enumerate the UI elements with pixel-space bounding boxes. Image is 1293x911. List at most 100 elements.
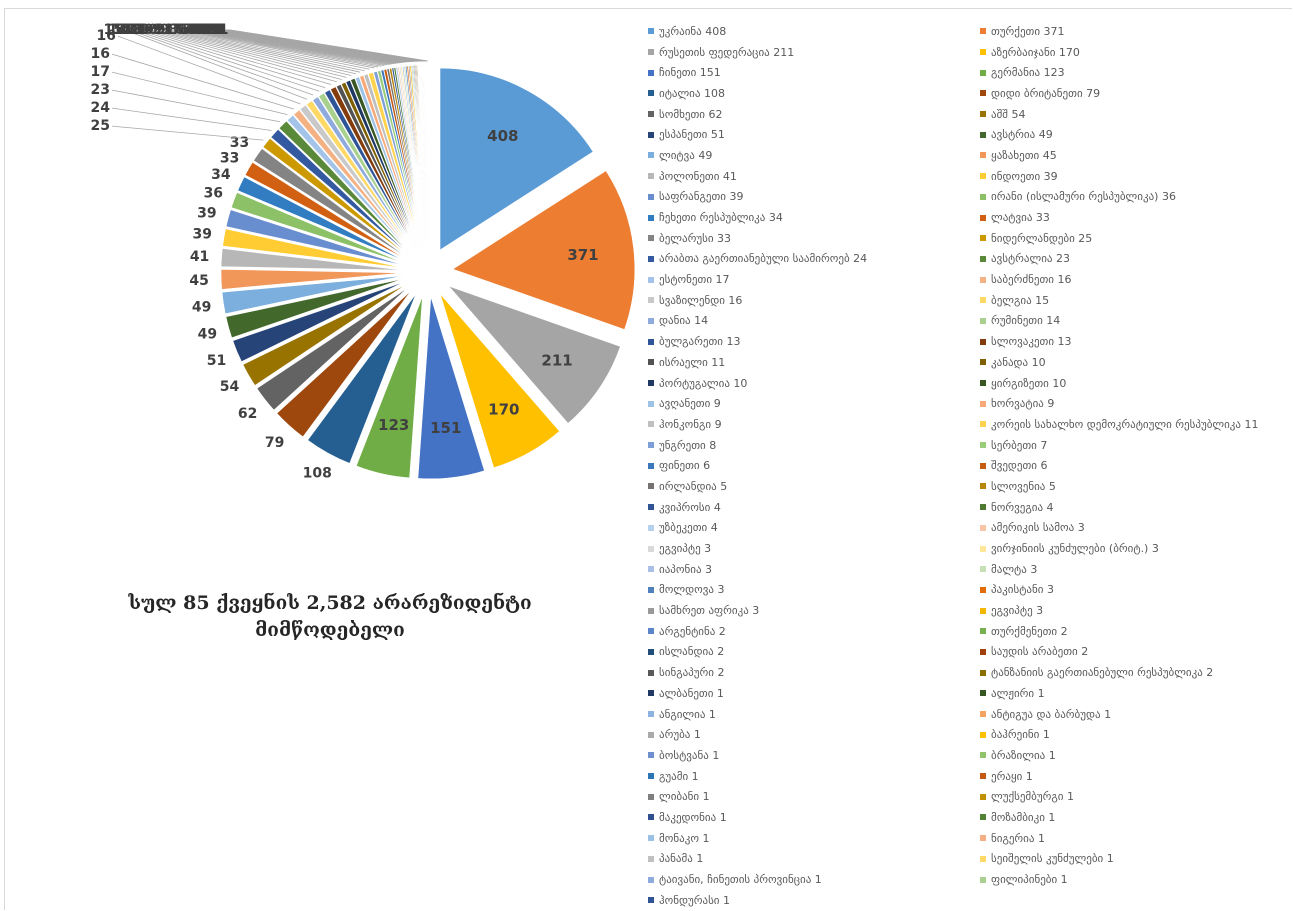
pie-slice	[447, 285, 621, 424]
data-label: 1	[217, 22, 227, 38]
legend-item: სერბეთი 7	[980, 435, 1293, 456]
leader-line	[188, 29, 385, 66]
legend-label: პოლონეთი 41	[659, 169, 737, 183]
data-label: 2	[207, 22, 217, 38]
data-label: 16	[91, 46, 110, 62]
data-label: 2	[206, 22, 216, 38]
data-label: 8	[168, 22, 178, 38]
legend-label: ბრაზილია 1	[991, 748, 1056, 762]
legend-swatch	[980, 359, 986, 366]
pie-slice	[230, 192, 405, 264]
data-label: 25	[91, 118, 110, 134]
legend-swatch	[648, 669, 654, 676]
legend-label: ბელგია 15	[991, 293, 1050, 307]
data-label: 49	[192, 299, 211, 315]
legend-item: კორეის სახალხო დემოკრატიული რესპუბლიკა 1…	[980, 414, 1293, 435]
legend-swatch	[648, 235, 654, 242]
legend-label: მოლდოვა 3	[659, 583, 725, 597]
leader-line	[230, 29, 428, 62]
legend-label: არგენტინა 2	[659, 624, 726, 638]
legend-swatch	[648, 752, 654, 759]
legend-swatch	[648, 380, 654, 387]
legend-item: საფრანგეთი 39	[648, 187, 980, 208]
legend-label: ტაივანი, ჩინეთის პროვინცია 1	[659, 873, 822, 887]
legend-label: ყირგიზეთი 10	[991, 376, 1067, 390]
legend-item: უზბეკეთი 4	[648, 518, 980, 539]
legend-swatch	[648, 876, 654, 883]
legend-swatch	[980, 566, 986, 573]
legend-item: გერმანია 123	[980, 62, 1293, 83]
legend-item: შვედეთი 6	[980, 455, 1293, 476]
chart-frame	[4, 8, 1292, 910]
legend-swatch	[648, 814, 654, 821]
legend-item: მოლდოვა 3	[648, 580, 980, 601]
legend-label: მოზამბიკი 1	[991, 810, 1056, 824]
legend-item: სომხეთი 62	[648, 104, 980, 125]
data-label: 6	[174, 22, 184, 38]
pie-slice	[276, 290, 412, 438]
data-label: 39	[192, 227, 211, 243]
legend-item: ბელგია 15	[980, 290, 1293, 311]
legend-item: ლიბანი 1	[648, 786, 980, 807]
legend-label: უზბეკეთი 4	[659, 521, 718, 535]
legend-item: ირლანდია 5	[648, 476, 980, 497]
data-label: 15	[103, 22, 122, 38]
data-label: 54	[220, 379, 240, 395]
legend-label: დანია 14	[659, 314, 709, 328]
legend-swatch	[648, 152, 654, 159]
legend-label: მაკედონია 1	[659, 810, 727, 824]
data-label: 13	[122, 22, 141, 38]
legend-item: ირანი (ისლამური რესპუბლიკა) 36	[980, 187, 1293, 208]
pie-slice	[335, 83, 418, 250]
data-label: 3	[194, 22, 204, 38]
data-label: 41	[190, 249, 209, 265]
leader-line	[147, 29, 337, 83]
pie-slice	[262, 137, 409, 257]
legend-label: სეიშელის კუნძულები 1	[991, 852, 1114, 866]
legend-item: სლოვენია 5	[980, 476, 1293, 497]
legend-swatch	[648, 317, 654, 324]
legend-swatch	[980, 111, 986, 118]
legend-swatch	[648, 297, 654, 304]
legend-item: ბაჰრეინი 1	[980, 724, 1293, 745]
legend-label: სინგაპური 2	[659, 666, 725, 680]
data-label: 1	[214, 22, 224, 38]
legend-label: ანგილია 1	[659, 707, 716, 721]
legend-label: უკრაინა 408	[659, 24, 727, 38]
pie-slice	[345, 79, 419, 250]
legend-item: ბელარუსი 33	[648, 228, 980, 249]
legend-label: ლიბანი 1	[659, 790, 710, 804]
legend-label: არაბთა გაერთიანებული საამიროებ 24	[659, 252, 868, 266]
legend-item: ინდოეთი 39	[980, 166, 1293, 187]
pie-slice	[380, 69, 423, 248]
legend-swatch	[980, 380, 986, 387]
data-label: 5	[182, 22, 192, 38]
legend-label: ლიტვა 49	[659, 148, 713, 162]
data-label: 13	[117, 22, 136, 38]
pie-slice	[286, 114, 412, 254]
legend-item: აშშ 54	[980, 104, 1293, 125]
legend-item: უკრაინა 408	[648, 21, 980, 42]
legend-item: ფილიპინები 1	[980, 869, 1293, 890]
leader-line	[167, 29, 361, 73]
legend-swatch	[980, 504, 986, 511]
leader-line	[155, 29, 347, 78]
leader-line	[193, 29, 390, 65]
legend-swatch	[648, 69, 654, 76]
legend-swatch	[648, 90, 654, 97]
legend-swatch	[980, 545, 986, 552]
legend-label: ფინეთი 6	[659, 459, 711, 473]
leader-line	[183, 29, 379, 68]
data-label: 3	[202, 22, 212, 38]
legend-item: კვიპროსი 4	[648, 497, 980, 518]
legend-label: ლატვია 33	[991, 211, 1050, 225]
legend-swatch	[980, 173, 986, 180]
data-label: 2	[203, 22, 213, 38]
legend-swatch	[648, 793, 654, 800]
data-label: 1	[215, 22, 225, 38]
legend-label: ინდოეთი 39	[991, 169, 1058, 183]
data-label: 45	[189, 273, 208, 289]
legend-item: კანადა 10	[980, 352, 1293, 373]
pie-slice	[306, 100, 414, 252]
legend-swatch	[980, 648, 986, 655]
